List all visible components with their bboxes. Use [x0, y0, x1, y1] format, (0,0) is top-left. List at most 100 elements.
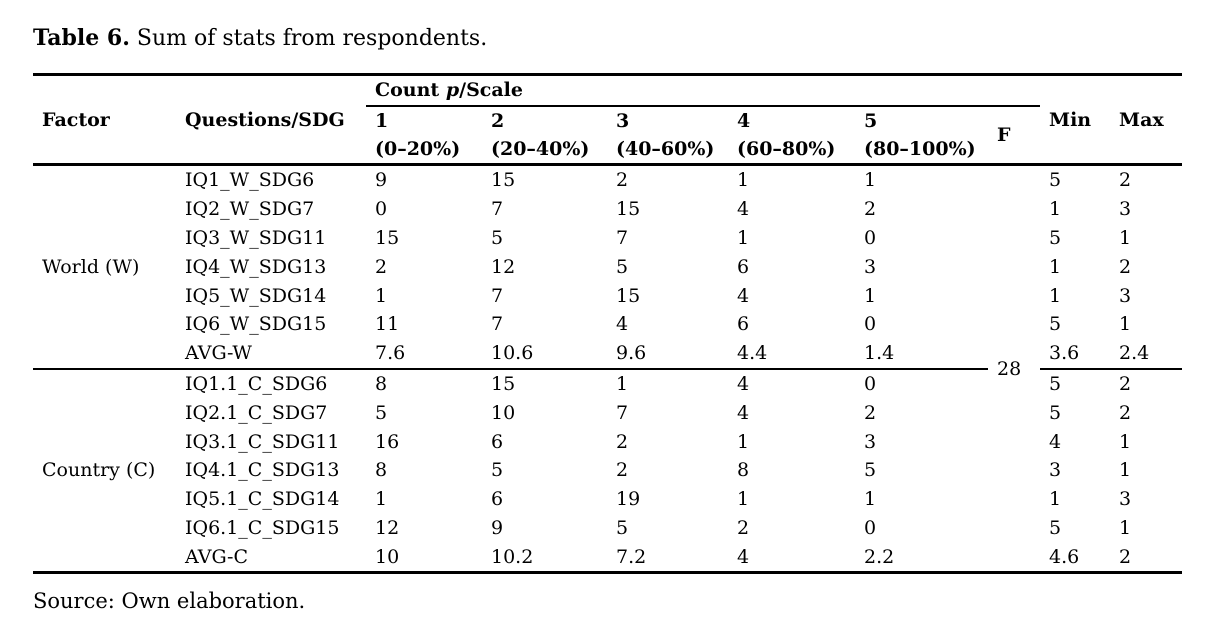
max-cell: 2: [1119, 169, 1132, 192]
value-cell: 9.6: [616, 342, 647, 365]
value-cell: 7.2: [616, 545, 647, 568]
header-factor: Factor: [33, 74, 176, 166]
value-cell: 2.2: [864, 545, 895, 568]
max-cell: 2: [1119, 255, 1132, 278]
max-cell: 1: [1119, 430, 1132, 453]
scale-range: (20–40%): [491, 138, 590, 160]
value-cell: 0: [864, 313, 877, 336]
table-caption-number: Table 6.: [33, 25, 130, 51]
value-cell: 9: [491, 516, 504, 539]
value-cell: 15: [616, 284, 641, 307]
value-cell: 15: [616, 198, 641, 221]
question-cell: IQ3_W_SDG11: [185, 226, 327, 249]
table-row: IQ3_W_SDG11 15 5 7 1 0 5 1: [33, 224, 1182, 253]
scale-number: 5: [864, 110, 878, 132]
question-cell: IQ6.1_C_SDG15: [185, 516, 340, 539]
value-cell: 9: [375, 169, 388, 192]
value-cell: 15: [482, 367, 607, 399]
value-cell: 4: [737, 401, 750, 424]
value-cell: 12: [491, 255, 516, 278]
max-cell: 2: [1119, 401, 1132, 424]
value-cell: 10: [375, 545, 400, 568]
table-row: IQ4.1_C_SDG13 8 5 2 8 5 3 1: [33, 456, 1182, 485]
value-cell: 4.4: [737, 342, 768, 365]
question-cell: IQ2_W_SDG7: [185, 198, 315, 221]
max-cell: 2: [1110, 367, 1183, 399]
question-cell: AVG-W: [185, 342, 252, 365]
value-cell: 5: [491, 459, 504, 482]
value-cell: 4: [616, 313, 629, 336]
header-row-group: Factor Questions/SDG Count p/Scale Min M…: [33, 74, 1183, 166]
value-cell: 2: [616, 169, 629, 192]
max-cell: 3: [1119, 284, 1132, 307]
max-cell: 1: [1119, 459, 1132, 482]
value-cell: 0: [864, 516, 877, 539]
value-cell: 15: [491, 169, 516, 192]
max-cell: 1: [1119, 313, 1132, 336]
header-scale-4: 4 (60–80%): [728, 106, 855, 166]
value-cell: 19: [616, 488, 641, 511]
value-cell: 1: [864, 284, 877, 307]
value-cell: 0: [855, 367, 988, 399]
scale-range: (40–60%): [616, 138, 715, 160]
value-cell: 0: [375, 198, 388, 221]
min-cell: 5: [1049, 401, 1062, 424]
min-cell: 4.6: [1049, 545, 1080, 568]
table-row: IQ6_W_SDG15 11 7 4 6 0 5 1: [33, 310, 1182, 339]
factor-cell-world: World (W): [42, 255, 140, 278]
question-cell: IQ4.1_C_SDG13: [185, 459, 340, 482]
value-cell: 3: [864, 430, 877, 453]
header-scale-1: 1 (0–20%): [366, 106, 482, 166]
table-row: IQ2_W_SDG7 0 7 15 4 2 1 3: [33, 195, 1182, 224]
question-cell: IQ2.1_C_SDG7: [185, 401, 328, 424]
value-cell: 1: [375, 284, 388, 307]
count-scale-p: p: [445, 79, 460, 101]
header-scale-3: 3 (40–60%): [607, 106, 728, 166]
value-cell: 3: [864, 255, 877, 278]
header-min: Min: [1040, 74, 1111, 166]
value-cell: 8: [375, 459, 388, 482]
question-cell: IQ6_W_SDG15: [185, 313, 327, 336]
min-cell: 1: [1049, 255, 1062, 278]
min-cell: 5: [1040, 367, 1111, 399]
min-cell: 5: [1049, 169, 1062, 192]
value-cell: 1: [375, 488, 388, 511]
value-cell: 4: [737, 198, 750, 221]
question-cell: IQ4_W_SDG13: [185, 255, 327, 278]
scale-range: (80–100%): [864, 138, 976, 160]
question-cell: IQ3.1_C_SDG11: [185, 430, 340, 453]
header-max: Max: [1110, 74, 1183, 166]
value-cell: 1.4: [864, 342, 895, 365]
value-cell: 7: [491, 198, 504, 221]
table-row: IQ3.1_C_SDG11 16 6 2 1 3 4 1: [33, 427, 1182, 456]
value-cell: 10.2: [491, 545, 534, 568]
max-cell: 3: [1119, 198, 1132, 221]
value-cell: 2: [616, 430, 629, 453]
count-scale-post: /Scale: [459, 79, 523, 101]
value-cell: 7: [616, 401, 629, 424]
scale-number: 1: [375, 110, 389, 132]
table-row: IQ5.1_C_SDG14 1 6 19 1 1 1 3: [33, 485, 1182, 514]
table-row: Country (C) IQ1.1_C_SDG6 8 15 1 4 0 5 2: [33, 367, 1183, 573]
table-row: World (W) IQ1_W_SDG6 9 15 2 1 1 28 5 2: [33, 165, 1182, 379]
value-cell: 6: [491, 430, 504, 453]
value-cell: 6: [737, 313, 750, 336]
value-cell: 10.6: [491, 342, 534, 365]
value-cell: 6: [491, 488, 504, 511]
value-cell: 5: [491, 226, 504, 249]
value-cell: 2: [616, 459, 629, 482]
question-cell: IQ1_W_SDG6: [185, 169, 315, 192]
table-caption-text: Sum of stats from respondents.: [129, 26, 488, 51]
scale-range: (0–20%): [375, 138, 461, 160]
value-cell: 1: [737, 488, 750, 511]
max-cell: 1: [1119, 226, 1132, 249]
min-cell: 5: [1049, 226, 1062, 249]
value-cell: 7: [491, 313, 504, 336]
value-cell: 8: [737, 459, 750, 482]
table-row-average: AVG-W 7.6 10.6 9.6 4.4 1.4 3.6 2.4: [33, 339, 1182, 369]
value-cell: 7.6: [375, 342, 406, 365]
factor-cell-country: Country (C): [33, 367, 176, 573]
max-cell: 2: [1119, 545, 1132, 568]
scale-number: 4: [737, 110, 751, 132]
